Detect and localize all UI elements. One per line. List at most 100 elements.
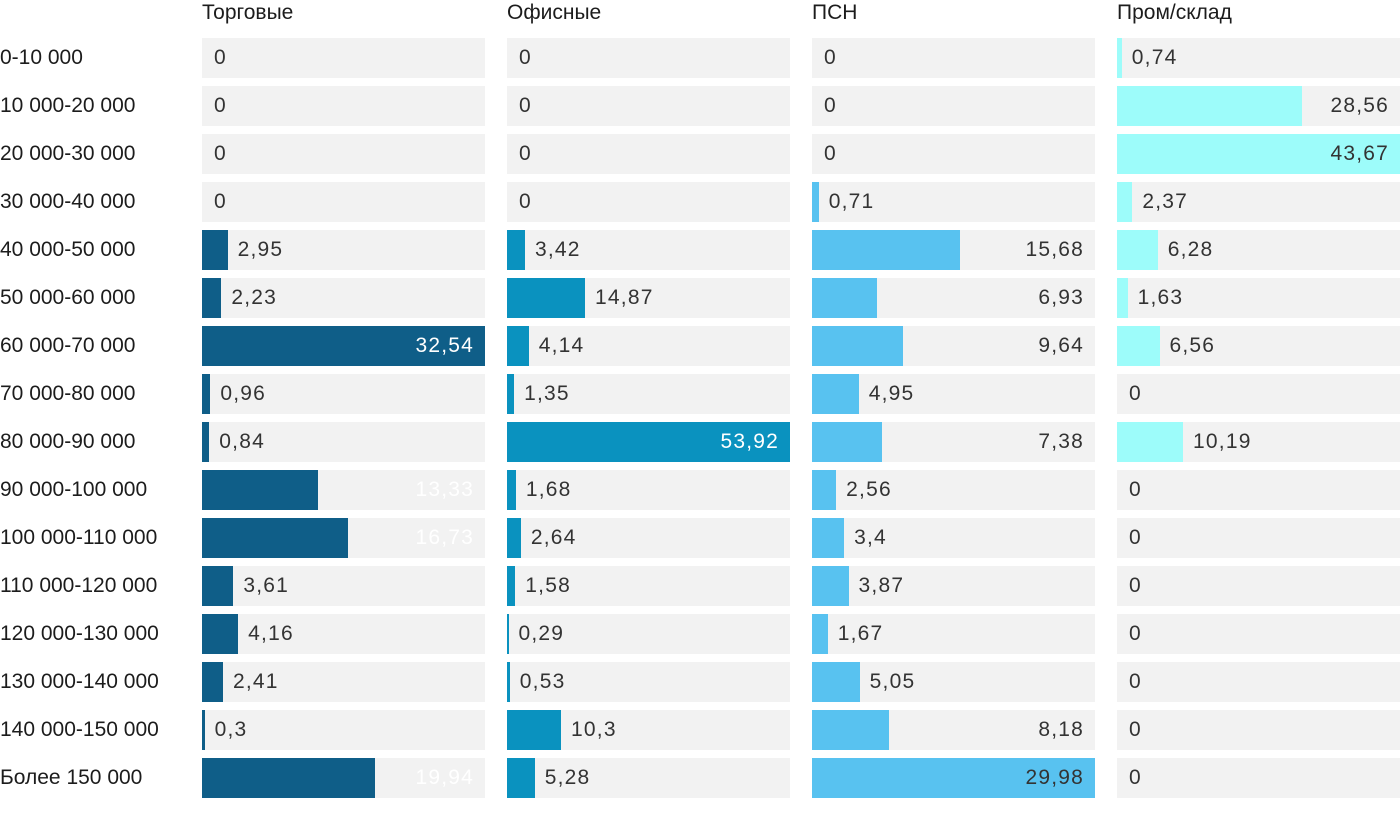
bar-track: 5,05	[812, 662, 1095, 702]
bar-track: 9,64	[812, 326, 1095, 366]
row-label: 50 000-60 000	[0, 286, 136, 309]
bar-track: 2,41	[202, 662, 485, 702]
bar-track: 1,68	[507, 470, 790, 510]
bar	[507, 422, 790, 462]
value-label: 1,63	[1137, 286, 1184, 309]
value-label: 0	[214, 142, 227, 165]
bar-track: 53,92	[507, 422, 790, 462]
bar-track: 6,93	[812, 278, 1095, 318]
value-label: 0	[824, 46, 837, 69]
bar-track: 3,42	[507, 230, 790, 270]
row-label: 70 000-80 000	[0, 382, 136, 405]
bar-track: 8,18	[812, 710, 1095, 750]
value-label: 2,95	[237, 238, 284, 261]
row-label: 0-10 000	[0, 46, 83, 69]
bar	[812, 182, 819, 222]
column-header-3: ПСН	[812, 1, 858, 24]
bar	[812, 278, 878, 318]
row-label: 90 000-100 000	[0, 478, 148, 501]
value-label: 0	[519, 46, 532, 69]
bar-track: 29,98	[812, 758, 1095, 798]
bar-track: 0,96	[202, 374, 485, 414]
bar-track: 0	[507, 38, 790, 78]
value-label: 0,74	[1131, 46, 1178, 69]
bar-track: 2,23	[202, 278, 485, 318]
bar-track: 14,87	[507, 278, 790, 318]
bar-track: 0	[812, 38, 1095, 78]
value-label: 0,3	[214, 718, 248, 741]
row-label: Более 150 000	[0, 766, 143, 789]
chart-corner	[0, 0, 180, 30]
bar	[812, 230, 960, 270]
value-label: 4,14	[538, 334, 585, 357]
value-label: 2,56	[846, 478, 892, 501]
bar	[812, 614, 828, 654]
value-label: 2,64	[530, 526, 577, 549]
bar-track: 0,74	[1117, 38, 1400, 78]
bar-track: 2,56	[812, 470, 1095, 510]
bar	[812, 566, 849, 606]
value-label: 0,53	[519, 670, 566, 693]
bar-track: 3,87	[812, 566, 1095, 606]
value-label: 19,94	[415, 766, 474, 789]
row-label: 120 000-130 000	[0, 622, 159, 645]
row-label: 80 000-90 000	[0, 430, 136, 453]
row-label: 40 000-50 000	[0, 238, 136, 261]
bar-track: 0	[812, 86, 1095, 126]
value-label: 10,3	[571, 718, 617, 741]
value-label: 6,93	[1038, 286, 1084, 309]
bar	[1117, 230, 1158, 270]
row-label: 30 000-40 000	[0, 190, 136, 213]
bar	[812, 518, 845, 558]
bar	[507, 566, 516, 606]
bar	[1117, 278, 1128, 318]
bar	[507, 470, 516, 510]
bar-track: 0	[202, 86, 485, 126]
bar-track: 1,35	[507, 374, 790, 414]
bar-track: 0	[1117, 566, 1400, 606]
bar	[812, 758, 1095, 798]
bar-track: 0	[812, 134, 1095, 174]
bar-track: 4,95	[812, 374, 1095, 414]
bar	[1117, 326, 1160, 366]
bar	[202, 230, 228, 270]
value-label: 29,98	[1025, 766, 1084, 789]
bar	[812, 326, 903, 366]
bar	[202, 710, 205, 750]
bar	[812, 422, 882, 462]
value-label: 0	[1129, 574, 1142, 597]
value-label: 7,38	[1038, 430, 1084, 453]
value-label: 0	[519, 190, 532, 213]
value-label: 1,67	[837, 622, 884, 645]
value-label: 0	[824, 142, 837, 165]
bar-track: 1,58	[507, 566, 790, 606]
bar-track: 2,95	[202, 230, 485, 270]
bar-track: 0	[1117, 614, 1400, 654]
bar-track: 4,14	[507, 326, 790, 366]
row-label: 60 000-70 000	[0, 334, 136, 357]
value-label: 1,68	[525, 478, 572, 501]
bar	[202, 470, 318, 510]
value-label: 0	[1129, 718, 1142, 741]
value-label: 5,05	[869, 670, 916, 693]
bar-track: 19,94	[202, 758, 485, 798]
bar-track: 0	[202, 134, 485, 174]
value-label: 3,87	[858, 574, 905, 597]
bar	[812, 710, 890, 750]
value-label: 0,29	[518, 622, 565, 645]
row-label: 140 000-150 000	[0, 718, 159, 741]
row-label: 130 000-140 000	[0, 670, 159, 693]
bar-track: 0,3	[202, 710, 485, 750]
bar-track: 0	[202, 182, 485, 222]
bar	[507, 278, 586, 318]
row-label: 20 000-30 000	[0, 142, 136, 165]
value-label: 13,33	[415, 478, 474, 501]
value-label: 0	[1129, 766, 1142, 789]
bar-track: 1,67	[812, 614, 1095, 654]
bar-track: 10,3	[507, 710, 790, 750]
bar	[202, 518, 348, 558]
column-header-4: Пром/склад	[1117, 1, 1232, 24]
bar-track: 43,67	[1117, 134, 1400, 174]
bar-track: 16,73	[202, 518, 485, 558]
